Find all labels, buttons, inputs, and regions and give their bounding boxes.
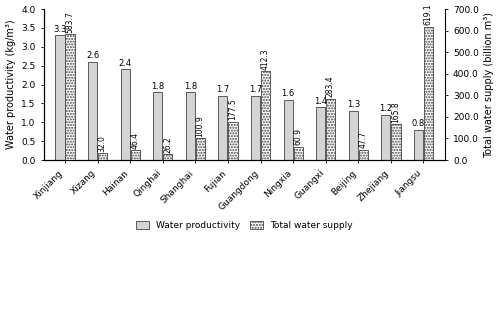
Text: 412.3: 412.3 [260, 48, 270, 70]
Text: 2.6: 2.6 [86, 51, 99, 60]
Bar [196, 138, 205, 160]
Bar [66, 34, 74, 160]
Bar [228, 122, 237, 160]
Y-axis label: Water productivity (kg/m³): Water productivity (kg/m³) [6, 20, 16, 149]
Bar [382, 115, 390, 160]
Bar [348, 111, 358, 160]
Legend: Water productivity, Total water supply: Water productivity, Total water supply [132, 218, 356, 234]
Bar [98, 153, 107, 160]
Bar [294, 147, 302, 160]
Bar [153, 92, 162, 160]
Bar [88, 62, 97, 160]
Bar [130, 150, 140, 160]
Text: 1.4: 1.4 [314, 97, 327, 106]
Text: 165.8: 165.8 [391, 101, 400, 123]
Text: 1.7: 1.7 [249, 85, 262, 94]
Bar [414, 130, 423, 160]
Text: 60.9: 60.9 [293, 128, 302, 145]
Text: 100.9: 100.9 [196, 115, 204, 137]
Text: 0.8: 0.8 [412, 119, 425, 128]
Text: 3.3: 3.3 [54, 25, 66, 34]
Bar [218, 96, 228, 160]
Bar [164, 154, 172, 160]
Bar [424, 26, 433, 160]
Text: 32.0: 32.0 [98, 135, 106, 152]
Bar [284, 100, 292, 160]
Bar [359, 150, 368, 160]
Bar [316, 107, 325, 160]
Text: 1.3: 1.3 [346, 100, 360, 109]
Bar [261, 71, 270, 160]
Text: 26.2: 26.2 [164, 136, 172, 153]
Bar [120, 69, 130, 160]
Text: 47.7: 47.7 [358, 131, 368, 148]
Y-axis label: Total water supply (billion m³): Total water supply (billion m³) [484, 11, 494, 157]
Bar [326, 99, 336, 160]
Bar [251, 96, 260, 160]
Text: 2.4: 2.4 [118, 59, 132, 68]
Text: 619.1: 619.1 [424, 3, 432, 25]
Text: 583.7: 583.7 [65, 11, 74, 33]
Bar [392, 124, 400, 160]
Text: 1.8: 1.8 [184, 82, 197, 91]
Text: 283.4: 283.4 [326, 76, 335, 97]
Text: 1.8: 1.8 [151, 82, 164, 91]
Text: 1.2: 1.2 [380, 104, 392, 113]
Text: 177.5: 177.5 [228, 99, 237, 120]
Text: 1.6: 1.6 [282, 89, 294, 98]
Bar [186, 92, 195, 160]
Text: 1.7: 1.7 [216, 85, 230, 94]
Bar [56, 35, 64, 160]
Text: 46.4: 46.4 [130, 131, 139, 148]
